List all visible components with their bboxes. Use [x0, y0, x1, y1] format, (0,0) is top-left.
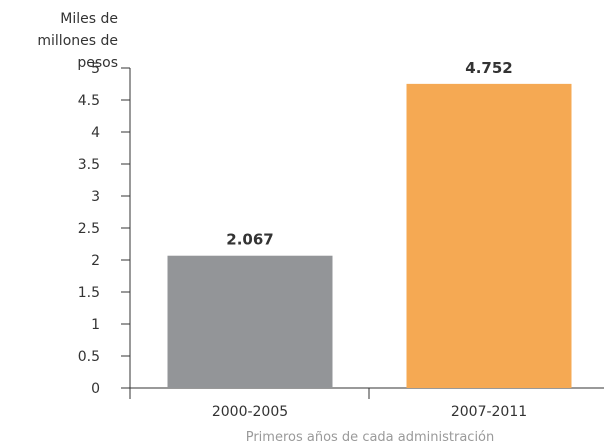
y-tick-label: 1.5: [78, 285, 100, 301]
bar-value-label: 4.752: [465, 59, 512, 77]
bar-2007-2011: [406, 83, 572, 388]
y-tick-label: 0.5: [78, 349, 100, 365]
bars: [167, 83, 572, 388]
y-tick-label: 4: [91, 125, 100, 141]
y-tick-label: 5: [91, 61, 100, 77]
labels: 2.067 2000-2005 4.752 2007-2011: [212, 59, 527, 420]
x-tick-label: 2000-2005: [212, 404, 288, 420]
bar-value-label: 2.067: [226, 231, 273, 249]
axes: 0 0.5 1 1.5 2 2.5 3 3.5 4 4.5 5: [78, 61, 604, 399]
y-tick-label: 4.5: [78, 93, 100, 109]
x-tick-label: 2007-2011: [451, 404, 527, 420]
y-tick-label: 3.5: [78, 157, 100, 173]
y-tick-label: 2: [91, 253, 100, 269]
y-axis-label: Miles de millones de pesos: [37, 11, 118, 71]
y-tick-label: 3: [91, 189, 100, 205]
y-tick-label: 2.5: [78, 221, 100, 237]
bar-2000-2005: [167, 255, 333, 388]
y-tick-label: 0: [91, 381, 100, 397]
y-tick-label: 1: [91, 317, 100, 333]
x-axis-label: Primeros años de cada administración: [246, 430, 495, 444]
